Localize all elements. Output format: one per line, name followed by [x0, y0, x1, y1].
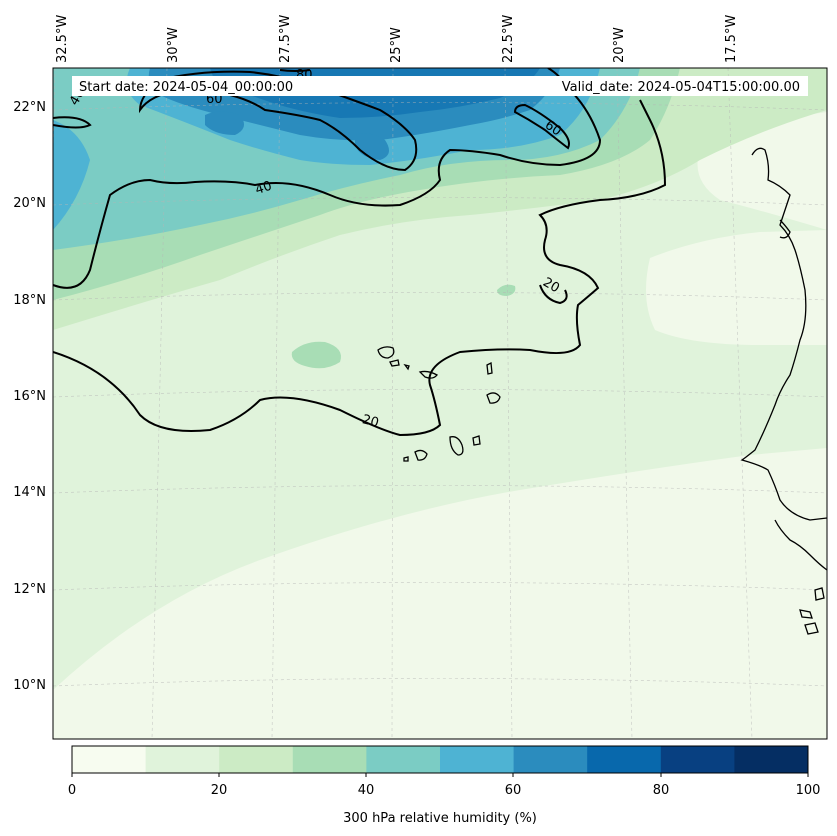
lat-label-12n: 12°N — [13, 582, 46, 597]
lat-label-18n: 18°N — [13, 293, 46, 308]
colorbar: 0 20 40 60 80 100 300 hPa relative humid… — [68, 745, 821, 826]
brava — [403, 456, 409, 462]
sao-vicente — [389, 359, 400, 367]
colorbar-tick-20: 20 — [211, 783, 228, 798]
colorbar-cell — [219, 746, 294, 773]
rh-0-10-dry-band — [53, 448, 827, 739]
santo-antao — [377, 346, 395, 359]
lon-label-20w: 20°W — [612, 27, 627, 63]
colorbar-cells — [72, 746, 809, 773]
bijagos-1 — [799, 609, 813, 619]
sal — [486, 361, 493, 375]
fogo — [414, 449, 428, 461]
colorbar-ticks — [71, 773, 809, 777]
contour-40-b — [53, 116, 92, 129]
lon-label-22-5w: 22.5°W — [501, 15, 516, 63]
contour-20-b — [539, 284, 568, 305]
lat-label-10n: 10°N — [13, 678, 46, 693]
colorbar-tick-80: 80 — [653, 783, 670, 798]
contour-label-20-right: 20 — [540, 275, 562, 296]
colorbar-title: 300 hPa relative humidity (%) — [343, 811, 537, 826]
sao-nicolau — [418, 370, 438, 379]
valid-date-label: Valid_date: 2024-05-04T15:00:00.00 — [562, 80, 800, 95]
rh-30-40-blob — [291, 341, 341, 369]
colorbar-cell — [292, 746, 367, 773]
gridlines — [53, 68, 827, 739]
colorbar-cell — [440, 746, 515, 773]
lon-label-17-5w: 17.5°W — [724, 15, 739, 63]
map-frame — [52, 67, 828, 740]
lon-label-30w: 30°W — [166, 27, 181, 63]
info-box — [72, 76, 808, 96]
colorbar-cell — [513, 746, 588, 773]
colorbar-tick-60: 60 — [505, 783, 522, 798]
contour-40 — [53, 68, 602, 289]
rh-50-60-fill — [53, 120, 90, 230]
lat-label-22n: 22°N — [13, 100, 46, 115]
lat-label-16n: 16°N — [13, 389, 46, 404]
africa-coast — [740, 147, 827, 521]
contour-label-20-bottom: 20 — [360, 412, 380, 431]
contour-label-40-mid: 40 — [254, 179, 274, 198]
maio — [472, 435, 481, 446]
lon-tick-labels: 32.5°W 30°W 27.5°W 25°W 22.5°W 20°W 17.5… — [55, 15, 739, 63]
map-panel: 40 60 80 40 60 20 20 Start date: 2024-05… — [52, 67, 828, 740]
boa-vista — [486, 392, 501, 404]
lon-label-32-5w: 32.5°W — [55, 15, 70, 63]
bijagos-2 — [804, 622, 819, 635]
colorbar-cell — [587, 746, 662, 773]
lat-tick-labels: 22°N 20°N 18°N 16°N 14°N 12°N 10°N — [13, 100, 46, 693]
colorbar-cell — [734, 746, 809, 773]
santiago — [449, 436, 464, 456]
colorbar-cell — [72, 746, 147, 773]
colorbar-tick-0: 0 — [68, 783, 76, 798]
colorbar-cell — [660, 746, 735, 773]
contour-80 — [279, 69, 311, 72]
colorbar-tick-100: 100 — [796, 783, 821, 798]
lon-label-27-5w: 27.5°W — [278, 15, 293, 63]
lat-label-20n: 20°N — [13, 196, 46, 211]
contour-60-b — [513, 103, 570, 150]
start-date-label: Start date: 2024-05-04_00:00:00 — [79, 80, 293, 95]
rh-0-10-land-patch — [646, 230, 827, 345]
lon-label-25w: 25°W — [389, 27, 404, 63]
rh-30-40-blob-2 — [497, 284, 516, 296]
african-coastline-detail — [779, 219, 791, 239]
rh-60-70-blob-2 — [205, 111, 244, 135]
colorbar-frame — [71, 745, 809, 774]
colorbar-cell — [366, 746, 441, 773]
africa-coast-south — [774, 519, 827, 571]
contour-20 — [53, 99, 667, 437]
coastlines — [377, 147, 827, 635]
colorbar-tick-40: 40 — [358, 783, 375, 798]
colorbar-cell — [145, 746, 220, 773]
lat-label-14n: 14°N — [13, 485, 46, 500]
santa-luzia — [403, 363, 410, 371]
bijagos-3 — [814, 587, 825, 601]
